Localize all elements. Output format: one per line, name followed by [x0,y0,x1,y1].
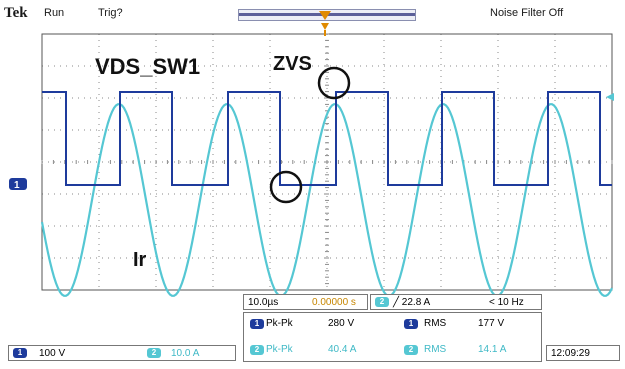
trigger-frequency: < 10 Hz [489,297,524,308]
zvs-circle-bottom [269,170,303,204]
meas-ch1-rms-value: 177 V [478,318,505,329]
timebase-readout[interactable]: 10.0µs 0.00000 s [243,294,368,310]
trigger-level: ╱ 22.8 A [393,297,431,308]
channel-scale-bar: 1 100 V 2 10.0 A [8,345,236,361]
meas-ch1-pkpk-badge: 1 [250,319,264,329]
trigger-position-marker [319,11,331,36]
zvs-circle-top [317,66,351,100]
zvs-annotation: ZVS [273,53,312,75]
ch2-badge[interactable]: 2 [147,348,161,358]
trigger-source-badge: 2 [375,297,389,307]
meas-ch2-pkpk-value: 40.4 A [328,344,357,355]
ir-annotation: Ir [133,249,147,271]
noise-filter-status: Noise Filter Off [490,7,564,19]
meas-ch2-pkpk-label: Pk-Pk [266,344,293,355]
ch1-ground-marker: 1 [9,178,27,191]
trigger-state: Trig? [98,7,123,19]
meas-ch1-pkpk-value: 280 V [328,318,355,329]
meas-ch2-rms-badge: 2 [404,345,418,355]
ch1-ground-label: 1 [14,180,20,191]
clock-box: 12:09:29 [546,345,620,361]
meas-ch1-rms-label: RMS [424,318,447,329]
trigger-readout[interactable]: 2 ╱ 22.8 A < 10 Hz [370,294,542,310]
measurements-panel: 1 Pk-Pk 280 V 1 RMS 177 V 2 Pk-Pk 40.4 A… [243,312,542,362]
clock: 12:09:29 [551,348,590,359]
ch1-scale[interactable]: 100 V [39,348,66,359]
brand-logo: Tek [4,5,28,21]
graticule [41,33,613,291]
run-state: Run [44,7,65,19]
vds-annotation: VDS_SW1 [95,54,200,79]
meas-ch2-rms-value: 14.1 A [478,344,507,355]
ch2-scale[interactable]: 10.0 A [171,348,200,359]
ch1-badge[interactable]: 1 [13,348,27,358]
ch2-level-marker [606,93,614,101]
meas-ch2-pkpk-badge: 2 [250,345,264,355]
ch2-current-waveform [40,103,613,297]
trigger-position: 0.00000 s [312,297,356,308]
meas-ch1-rms-badge: 1 [404,319,418,329]
meas-ch2-rms-label: RMS [424,344,447,355]
ch1-voltage-waveform [42,91,612,186]
meas-ch1-pkpk-label: Pk-Pk [266,318,293,329]
timebase-scale: 10.0µs [248,297,279,308]
